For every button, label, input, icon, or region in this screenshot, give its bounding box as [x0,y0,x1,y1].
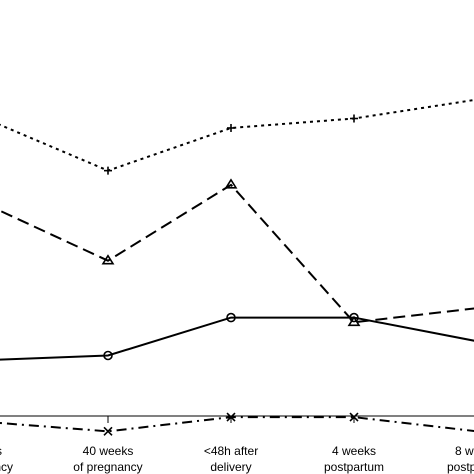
plus-marker [104,166,112,175]
series-circle [0,312,474,361]
series-line [0,316,474,361]
marker-stroke [349,412,359,422]
marker-stroke [103,426,113,436]
series-triangle [0,178,474,327]
x-tick-label: 4 weeks postpartum [324,444,384,474]
series-line [0,183,474,324]
x-tick-label-line: delivery [210,460,251,474]
cross-marker [226,412,236,422]
cross-marker [103,426,113,436]
circle-marker [103,350,113,361]
series-cross [0,412,474,436]
x-tick-label-line: <48h after [204,444,258,458]
x-tick-label-line: 40 weeks [83,444,134,458]
x-tick-label-line: of pregnancy [73,460,142,474]
triangle-marker [101,254,115,265]
x-tick-label-line: pregnancy [0,460,13,474]
x-tick-label: 40 weeks of pregnancy [73,444,142,474]
series-line [0,416,474,433]
x-tick-label-line: postpartum [447,460,474,474]
cross-marker [349,412,359,422]
x-tick-label-line: 8 weeks [455,444,474,458]
triangle-marker [224,178,238,189]
x-tick-label-line: weeks [0,444,2,458]
series-group [0,98,474,436]
plus-marker [227,123,235,132]
plus-marker [350,114,358,123]
circle-marker [226,312,236,323]
x-tick-label: 8 weeks postpartum [447,444,474,474]
x-tick-label: weeks pregnancy [0,444,13,474]
marker-stroke [226,412,236,422]
series-line [0,98,474,172]
x-axis: weeks pregnancy 40 weeks of pregnancy <48h a… [0,415,474,474]
x-tick-label: <48h after delivery [204,444,258,474]
series-plus [0,98,474,175]
circle-marker [349,312,359,323]
x-tick-label-line: postpartum [324,460,384,474]
x-tick-label-line: 4 weeks [332,444,376,458]
